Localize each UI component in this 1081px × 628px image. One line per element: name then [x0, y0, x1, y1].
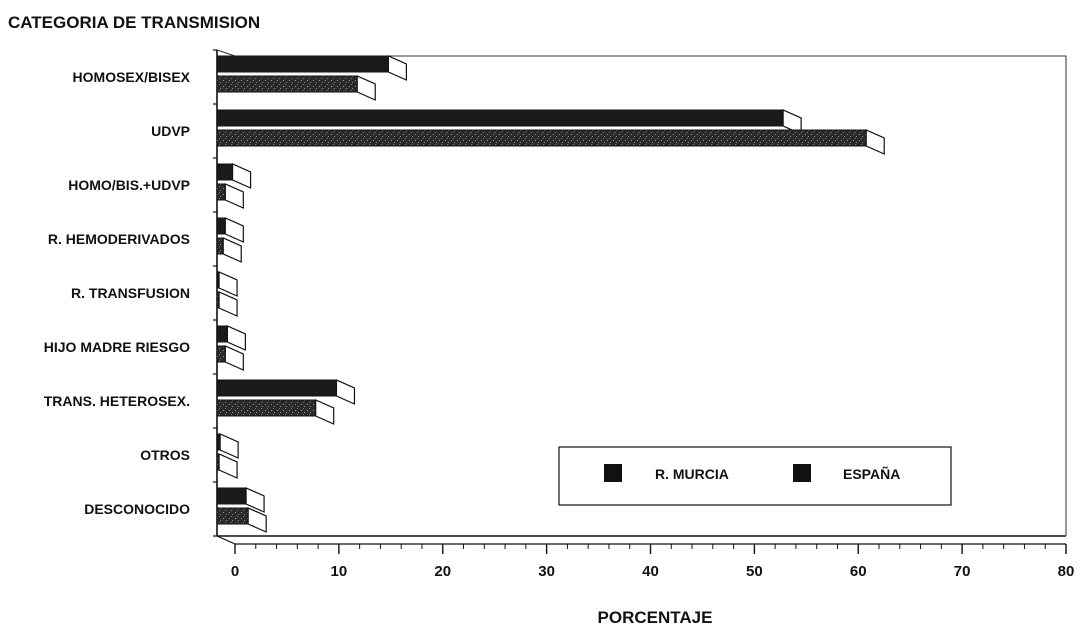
- bar-murcia: [216, 325, 246, 351]
- chart-title: CATEGORIA DE TRANSMISION: [8, 13, 260, 32]
- bar-espana: [216, 345, 244, 371]
- x-tick-label: 0: [231, 563, 239, 580]
- legend-label-murcia: R. MURCIA: [655, 466, 729, 482]
- x-tick-label: 70: [954, 563, 971, 580]
- x-tick-label: 30: [538, 563, 555, 580]
- x-axis: 0 10 20 30 40 50 60 70 80: [231, 543, 1075, 580]
- bar-espana: [216, 183, 244, 209]
- legend-label-espana: ESPAÑA: [843, 465, 900, 482]
- x-tick-label: 50: [746, 563, 763, 580]
- category-label: HOMO/BIS.+UDVP: [68, 177, 190, 193]
- bar-espana: [216, 75, 376, 101]
- bar-murcia: [216, 109, 802, 135]
- bar-espana: [216, 453, 238, 479]
- bar-murcia: [216, 487, 265, 513]
- bar-espana: [216, 507, 267, 533]
- x-tick-label: 40: [642, 563, 659, 580]
- category-label: OTROS: [140, 447, 190, 463]
- bar-murcia: [216, 217, 244, 243]
- legend-swatch-espana: [793, 464, 811, 482]
- category-label: R. TRANSFUSION: [71, 285, 190, 301]
- bar-murcia: [216, 163, 252, 189]
- bar-murcia: [216, 55, 407, 81]
- bars-group: [216, 55, 885, 533]
- legend-box: [558, 446, 952, 506]
- category-label: HOMOSEX/BISEX: [73, 69, 191, 85]
- bar-espana: [216, 129, 885, 155]
- bar-murcia: [216, 379, 356, 405]
- x-tick-label: 60: [850, 563, 867, 580]
- x-axis-label: PORCENTAJE: [598, 608, 713, 627]
- category-label: HIJO MADRE RIESGO: [44, 339, 190, 355]
- bar-murcia: [216, 271, 238, 297]
- x-tick-label: 80: [1058, 563, 1075, 580]
- category-label: UDVP: [151, 123, 190, 139]
- legend: R. MURCIA ESPAÑA: [558, 446, 952, 506]
- x-tick-label: 10: [331, 563, 348, 580]
- x-tick-label: 20: [434, 563, 451, 580]
- bar-espana: [216, 399, 335, 425]
- bar-espana: [216, 237, 242, 263]
- category-label: TRANS. HETEROSEX.: [44, 393, 190, 409]
- category-labels: HOMOSEX/BISEX UDVP HOMO/BIS.+UDVP R. HEMODE…: [44, 69, 191, 517]
- bar-murcia: [216, 433, 239, 459]
- legend-swatch-murcia: [604, 464, 622, 482]
- bar-espana: [216, 291, 238, 317]
- category-label: R. HEMODERIVADOS: [48, 231, 190, 247]
- category-label: DESCONOCIDO: [84, 501, 190, 517]
